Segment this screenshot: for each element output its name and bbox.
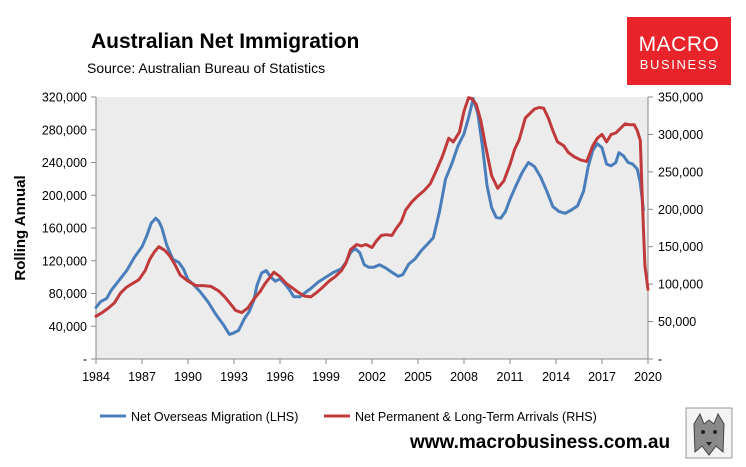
x-tick-label: 2008 — [450, 370, 478, 384]
series-line-net-permanent-long-term-arrivals — [94, 96, 650, 318]
logo-text-top: MACRO — [639, 33, 720, 56]
legend-label-net-overseas-migration: Net Overseas Migration (LHS) — [131, 410, 298, 424]
y-left-tick-label: 240,000 — [42, 156, 87, 170]
y-right-tick-label: 200,000 — [658, 203, 703, 217]
y-left-tick-label: 120,000 — [42, 254, 87, 268]
y-right-tick-label: 300,000 — [658, 128, 703, 142]
website-url: www.macrobusiness.com.au — [409, 432, 670, 453]
x-tick-label: 1996 — [266, 370, 294, 384]
y-left-tick-label: 40,000 — [49, 320, 87, 334]
plot-area — [96, 97, 648, 359]
legend: Net Overseas Migration (LHS) Net Permane… — [100, 410, 597, 424]
wolf-emblem-icon — [685, 407, 733, 459]
y-right-tick-label: 350,000 — [658, 91, 703, 105]
y-axis-right-ticks: - 50,000 100,000 150,000 200,000 250,000 300,0… — [648, 91, 703, 367]
y-left-tick-label: 160,000 — [42, 222, 87, 236]
x-tick-label: 2005 — [404, 370, 432, 384]
chart-subtitle: Source: Australian Bureau of Statistics — [87, 60, 325, 76]
x-tick-label: 1999 — [312, 370, 340, 384]
y-axis-left-ticks: - 40,000 80,000 120,000 160,000 200,000 240,00… — [42, 91, 96, 367]
x-tick-label: 2020 — [634, 370, 662, 384]
x-tick-label: 1987 — [128, 370, 156, 384]
y-right-tick-label: - — [658, 353, 662, 367]
y-left-tick-label: 80,000 — [49, 287, 87, 301]
x-tick-label: 1984 — [82, 370, 110, 384]
y-right-tick-label: 100,000 — [658, 278, 703, 292]
y-axis-label: Rolling Annual — [12, 175, 29, 280]
y-right-tick-label: 50,000 — [658, 315, 696, 329]
x-tick-label: 1993 — [220, 370, 248, 384]
y-left-tick-label: 320,000 — [42, 91, 87, 105]
x-tick-label: 2014 — [542, 370, 570, 384]
y-right-tick-label: 250,000 — [658, 165, 703, 179]
legend-label-net-permanent-long-term-arrivals: Net Permanent & Long-Term Arrivals (RHS) — [355, 410, 597, 424]
y-left-tick-label: 280,000 — [42, 123, 87, 137]
macrobusiness-logo: MACRO BUSINESS — [627, 17, 731, 85]
x-tick-label: 2011 — [497, 370, 524, 384]
logo-text-bottom: BUSINESS — [640, 57, 719, 72]
logo-background — [627, 17, 731, 85]
x-tick-label: 2002 — [358, 370, 386, 384]
chart-title: Australian Net Immigration — [91, 30, 359, 53]
y-left-tick-label: 200,000 — [42, 189, 87, 203]
y-right-tick-label: 150,000 — [658, 240, 703, 254]
y-left-tick-label: - — [83, 353, 87, 367]
x-tick-label: 1990 — [174, 370, 202, 384]
x-axis-ticks: 1984 1987 1990 1993 1996 1999 2002 2005 2008 2011… — [82, 359, 662, 384]
x-tick-label: 2017 — [588, 370, 616, 384]
